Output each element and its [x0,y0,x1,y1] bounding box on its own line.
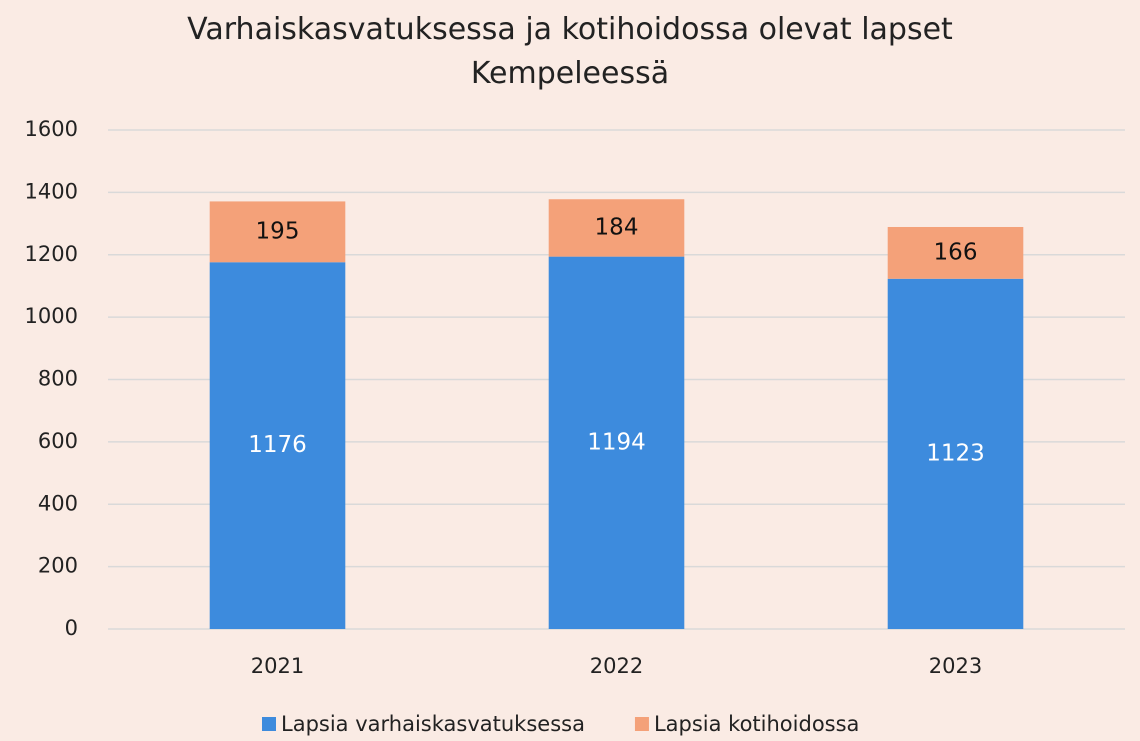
y-tick-label: 1000 [25,304,78,328]
legend-swatch [634,717,649,731]
bar-segment [887,226,1024,279]
y-tick-label: 400 [38,491,78,515]
data-label: 184 [595,214,639,240]
bar-segment [209,201,346,263]
data-label: 1176 [248,432,307,458]
bar-segment [887,278,1024,629]
data-label: 1123 [926,440,985,466]
x-tick-label: 2022 [590,654,643,678]
data-label: 195 [256,218,300,244]
y-tick-label: 800 [38,367,78,391]
legend-swatch [262,717,276,731]
y-tick-label: 0 [65,616,78,640]
y-tick-label: 200 [38,554,78,578]
y-tick-label: 1200 [25,242,78,266]
x-tick-label: 2023 [929,654,982,678]
data-label: 166 [934,239,978,265]
bar-segment [548,256,685,629]
legend-label: Lapsia varhaiskasvatuksessa [281,712,585,736]
data-label: 1194 [587,429,646,455]
x-tick-label: 2021 [251,654,304,678]
legend-label: Lapsia kotihoidossa [654,712,859,736]
y-tick-label: 1400 [25,179,78,203]
bar-segment [548,199,685,257]
y-tick-label: 600 [38,429,78,453]
y-tick-label: 1600 [25,117,78,141]
chart-title: Varhaiskasvatuksessa ja kotihoidossa ole… [187,12,953,91]
bar-segment [209,262,346,629]
